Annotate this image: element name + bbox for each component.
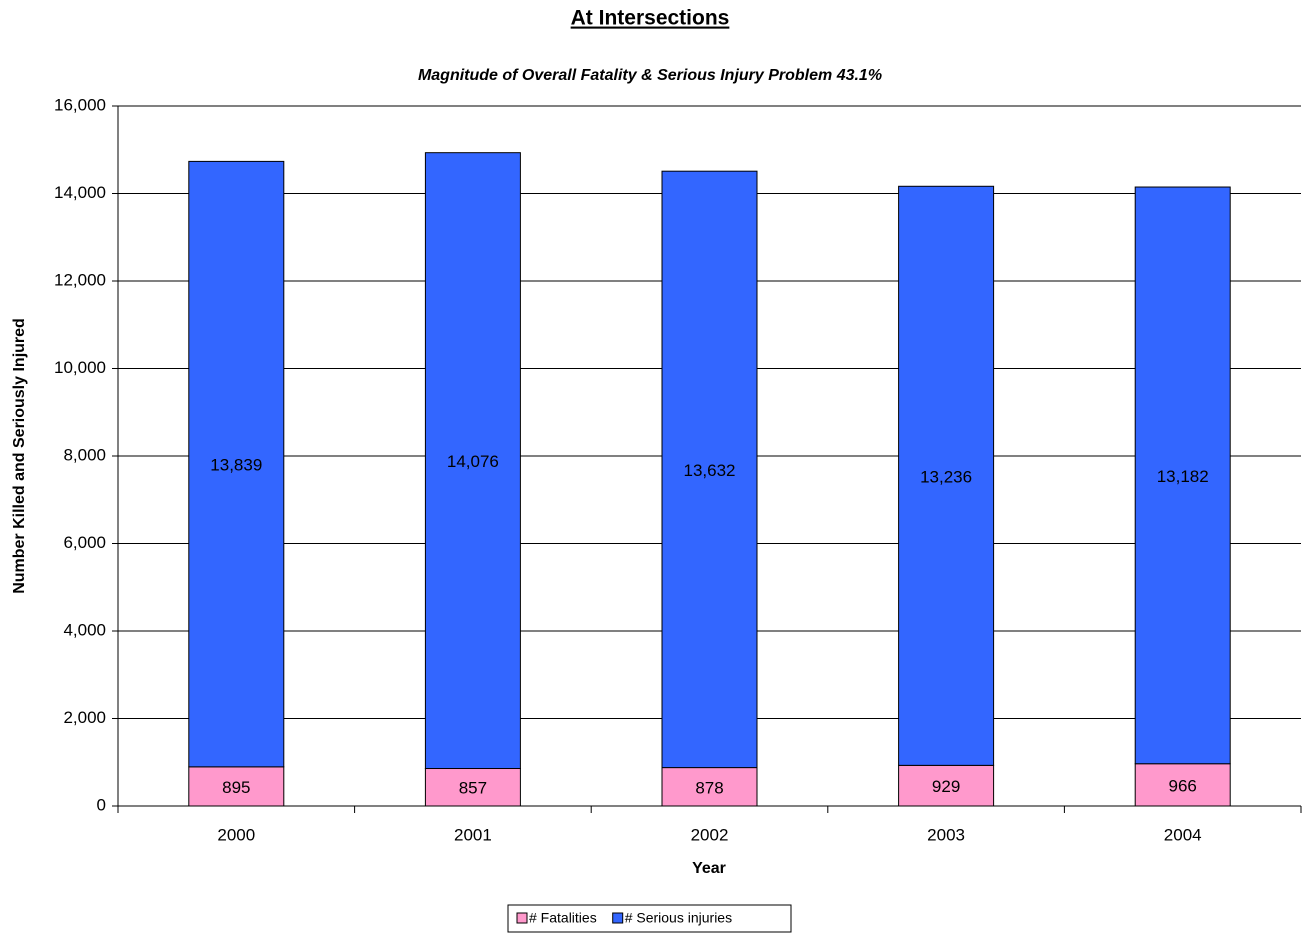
legend-swatch <box>516 912 528 924</box>
legend-label: # Fatalities <box>529 910 597 926</box>
y-tick-label: 12,000 <box>54 270 106 289</box>
data-label: 14,076 <box>447 452 499 471</box>
bar-segment <box>661 170 758 769</box>
bar-segment <box>424 768 521 807</box>
data-label: 13,632 <box>684 461 736 480</box>
chart-subtitle: Magnitude of Overall Fatality & Serious … <box>418 67 882 84</box>
data-label: 13,182 <box>1157 467 1209 486</box>
bar-segment <box>424 152 521 770</box>
y-tick-label: 8,000 <box>63 445 106 464</box>
data-label: 929 <box>932 777 960 796</box>
x-tick-label: 2000 <box>217 825 255 844</box>
y-tick-label: 16,000 <box>54 95 106 114</box>
x-tick-label: 2004 <box>1164 825 1202 844</box>
x-tick-label: 2002 <box>691 825 729 844</box>
y-tick-label: 6,000 <box>63 533 106 552</box>
data-label: 857 <box>459 779 487 798</box>
x-tick-label: 2001 <box>454 825 492 844</box>
legend-swatch <box>612 912 624 924</box>
chart-title: At Intersections <box>571 7 730 30</box>
x-axis-title: Year <box>692 860 726 877</box>
x-tick-label: 2003 <box>927 825 965 844</box>
bar-segment <box>188 766 285 807</box>
legend-label: # Serious injuries <box>625 910 732 926</box>
y-tick-label: 14,000 <box>54 183 106 202</box>
data-label: 878 <box>695 778 723 797</box>
data-label: 895 <box>222 778 250 797</box>
bar-segment <box>898 185 995 766</box>
y-tick-label: 2,000 <box>63 708 106 727</box>
legend-box <box>507 904 792 933</box>
y-axis-title: Number Killed and Seriously Injured <box>11 318 28 594</box>
y-tick-label: 4,000 <box>63 620 106 639</box>
data-label: 13,839 <box>210 456 262 475</box>
data-label: 966 <box>1169 776 1197 795</box>
bar-segment <box>1134 763 1231 807</box>
data-label: 13,236 <box>920 467 972 486</box>
bar-segment <box>898 764 995 807</box>
bar-segment <box>1134 186 1231 765</box>
y-tick-label: 0 <box>97 795 106 814</box>
bar-segment <box>188 160 285 768</box>
y-tick-label: 10,000 <box>54 358 106 377</box>
